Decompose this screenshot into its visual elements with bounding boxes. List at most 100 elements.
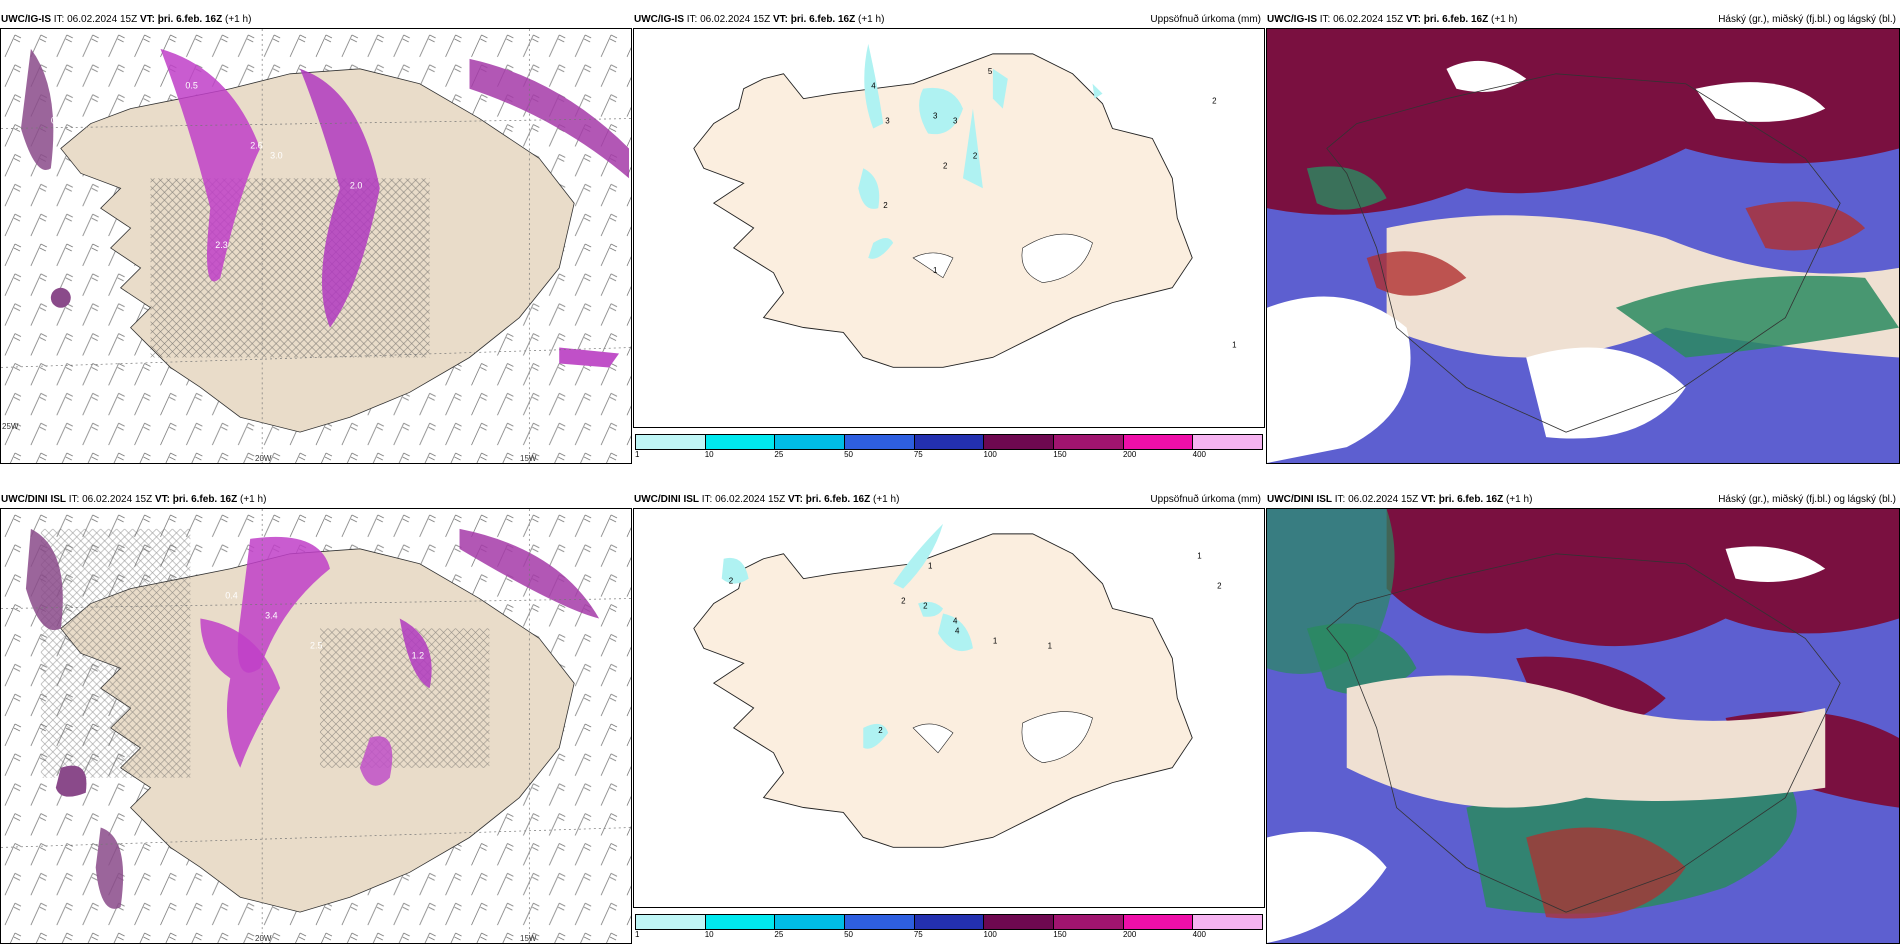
it-label: IT: [1319,14,1331,25]
panel-title: UWC/IG-IS IT: 06.02.2024 15Z VT: þri. 6.… [0,12,632,28]
colorbar-swatch [1054,435,1124,449]
it-value: 06.02.2024 15Z [67,14,138,25]
colorbar-swatch [775,435,846,449]
cloud-title: Háský (gr.), miðský (fj.bl.) og lágský (… [1718,494,1896,505]
snow-map: 0.3 0.5 2.6 3.0 2.0 2.3 [0,28,632,464]
panel-title: UWC/DINI ISL IT: 06.02.2024 15Z VT: þri.… [633,492,1265,508]
precip-title: Uppsöfnuð úrkoma (mm) [1150,494,1261,505]
lead-time: (+1 h) [225,14,252,25]
model-name: UWC/DINI ISL [1,494,66,505]
vt-label: VT: [1420,494,1436,505]
snow-label: 2.0 [350,180,362,190]
colorbar-swatch [1123,435,1194,449]
colorbar-swatch [705,915,776,929]
precip-label: 2 [1212,97,1217,106]
snow-label: 2.5 [310,640,322,650]
cloud-map [1266,508,1900,944]
precip-label: 3 [885,117,890,126]
snow-label: 2.6 [250,140,262,150]
colorbar-tick: 100 [983,450,997,459]
vt-label: VT: [772,14,788,25]
precip-label: 2 [943,161,948,170]
panel-cloud-bottom: UWC/DINI ISL IT: 06.02.2024 15Z VT: þri.… [1266,492,1900,944]
vt-value: þri. 6.feb. 16Z [157,14,223,25]
cloud-map [1266,28,1900,464]
corner-label: 25W [2,422,19,431]
precip-label: 4 [955,626,960,635]
colorbar-tick: 50 [844,930,854,939]
colorbar-tick: 200 [1122,930,1137,939]
model-name: UWC/IG-IS [634,14,684,25]
precip-label: 1 [1232,340,1237,349]
it-label: IT: [53,14,65,25]
snow-label: 1.2 [412,650,424,660]
it-value: 06.02.2024 15Z [82,494,153,505]
precip-map: 4 3 3 3 2 2 2 1 1 2 5 [633,28,1265,428]
vt-value: þri. 6.feb. 16Z [805,494,871,505]
snow-label: 3.0 [270,150,282,160]
precip-label: 4 [871,82,876,91]
panel-precip-bottom: UWC/DINI ISL IT: 06.02.2024 15Z VT: þri.… [633,492,1265,944]
vt-label: VT: [1405,14,1421,25]
vt-label: VT: [154,494,170,505]
colorbar-tick: 25 [774,450,784,459]
vt-value: þri. 6.feb. 16Z [172,494,238,505]
colorbar-swatch [984,915,1055,929]
lon-label-20w: 20W [255,934,272,943]
vt-label: VT: [787,494,803,505]
precip-label: 1 [1197,552,1202,561]
snow-label: 0.5 [41,521,53,531]
vt-value: þri. 6.feb. 16Z [1423,14,1489,25]
model-name: UWC/IG-IS [1,14,51,25]
colorbar-swatch [636,915,706,929]
precip-map: 2 2 4 4 1 1 2 2 1 1 2 [633,508,1265,908]
colorbar-swatch [1193,435,1263,449]
iceland-land [693,53,1193,368]
it-label: IT: [701,494,713,505]
snow-map: 0.5 0.4 3.4 2.5 1.2 0.3 [0,508,632,944]
lon-label-20w: 20W [255,454,272,463]
precip-colorbar [635,434,1263,450]
panel-title: UWC/IG-IS IT: 06.02.2024 15Z VT: þri. 6.… [1266,12,1900,28]
precip-label: 1 [1048,641,1053,650]
snow-label: 0.4 [225,591,237,601]
panel-title: UWC/DINI ISL IT: 06.02.2024 15Z VT: þri.… [1266,492,1900,508]
model-name: UWC/DINI ISL [634,494,699,505]
colorbar-tick: 100 [983,930,997,939]
model-name: UWC/IG-IS [1267,14,1317,25]
lead-time: (+1 h) [1491,14,1518,25]
colorbar-tick: 150 [1053,930,1067,939]
precip-label: 3 [933,112,938,121]
lon-label-15w: 15W [520,934,537,943]
panel-snow-bottom: UWC/DINI ISL IT: 06.02.2024 15Z VT: þri.… [0,492,632,944]
colorbar-ticks: 1 10 25 50 75 100 150 200 400 [635,930,1263,940]
model-name: UWC/DINI ISL [1267,494,1332,505]
lead-time: (+1 h) [873,494,900,505]
panel-title: UWC/DINI ISL IT: 06.02.2024 15Z VT: þri.… [0,492,632,508]
colorbar-tick: 150 [1053,450,1067,459]
colorbar-swatch [1054,915,1124,929]
colorbar-swatch [775,915,846,929]
panel-precip-top: UWC/IG-IS IT: 06.02.2024 15Z VT: þri. 6.… [633,12,1265,464]
colorbar-swatch [914,435,985,449]
cloud-title: Háský (gr.), miðský (fj.bl.) og lágský (… [1718,14,1896,25]
vt-label: VT: [139,14,155,25]
iceland-land [693,533,1193,848]
snow-label: 0.3 [51,116,63,126]
precip-label: 2 [973,151,978,160]
colorbar-swatch [636,435,706,449]
vt-value: þri. 6.feb. 16Z [790,14,856,25]
colorbar-swatch [914,915,985,929]
precip-label: 2 [883,201,888,210]
vt-value: þri. 6.feb. 16Z [1438,494,1504,505]
colorbar-swatch [1123,915,1194,929]
snow-label: 0.3 [41,775,53,785]
lead-time: (+1 h) [240,494,267,505]
precip-label: 3 [953,117,958,126]
snow-label: 2.3 [215,240,227,250]
colorbar-tick: 200 [1122,450,1137,459]
lon-label-15w: 15W [520,454,537,463]
snow-label: 3.4 [265,611,277,621]
colorbar-tick: 75 [913,930,923,939]
panel-cloud-top: UWC/IG-IS IT: 06.02.2024 15Z VT: þri. 6.… [1266,12,1900,464]
